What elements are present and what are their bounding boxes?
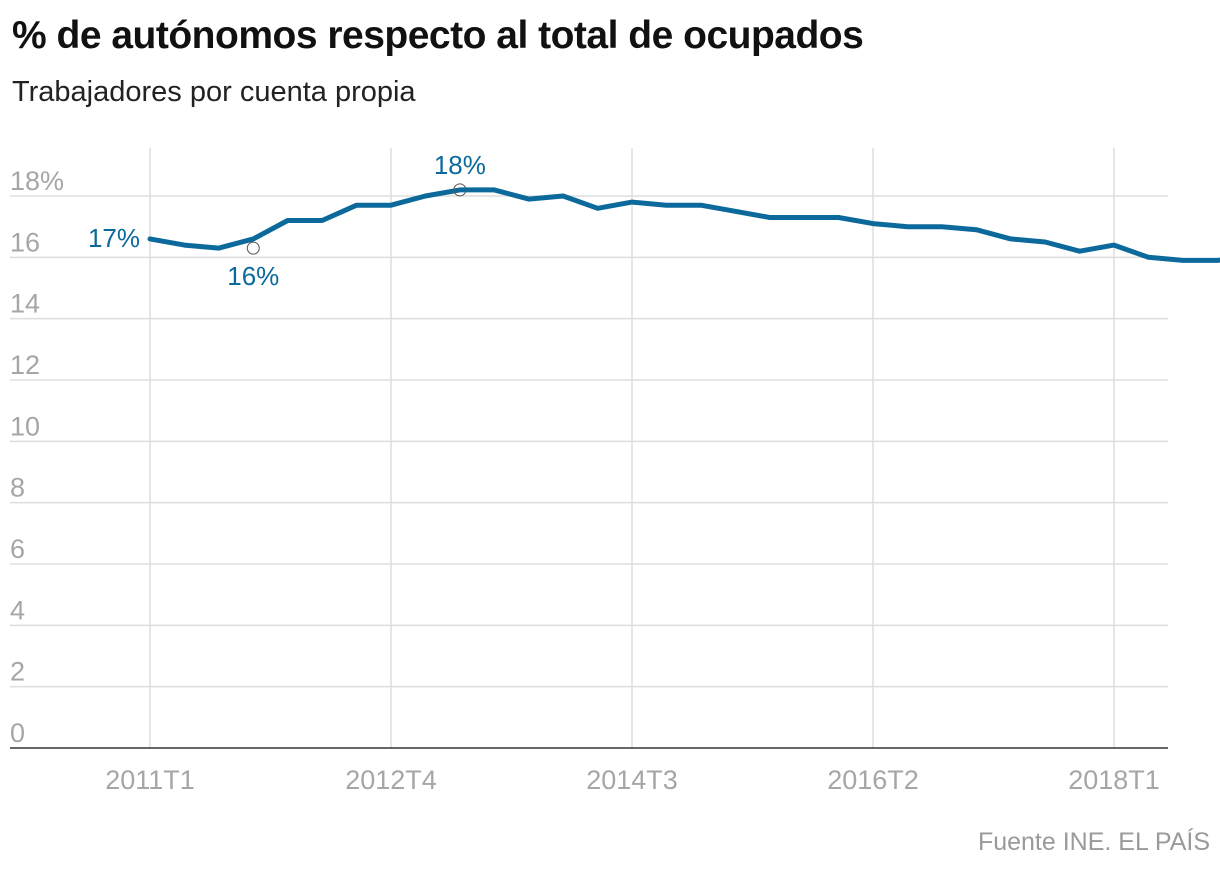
- y-tick-label: 2: [10, 657, 25, 687]
- x-axis-labels: 2011T12012T42014T32016T22018T12019T42021…: [105, 765, 1160, 795]
- y-axis-labels: 0 2 4 6 8 10 12 14 16 18%: [10, 166, 64, 748]
- y-tick-label: 4: [10, 595, 25, 625]
- x-tick-label: 2014T3: [586, 765, 678, 795]
- x-tick-label: 2018T1: [1068, 765, 1160, 795]
- y-tick-label: 14: [10, 289, 40, 319]
- y-tick-label: 10: [10, 411, 40, 441]
- x-tick-label: 2011T1: [105, 765, 195, 795]
- annotation-marker: [246, 241, 260, 255]
- chart-subtitle: Trabajadores por cuenta propia: [12, 76, 416, 108]
- y-tick-label: 6: [10, 534, 25, 564]
- series-line: [147, 187, 1220, 263]
- chart-title: % de autónomos respecto al total de ocup…: [12, 14, 864, 57]
- y-grid-lines: [10, 195, 1168, 688]
- annotation-label: 17%: [88, 223, 140, 253]
- x-grid-lines: [149, 148, 1115, 748]
- y-tick-label: 18%: [10, 166, 64, 196]
- x-tick-label: 2012T4: [345, 765, 437, 795]
- y-tick-label: 8: [10, 473, 25, 503]
- series-group: [147, 187, 1220, 263]
- y-tick-label: 16: [10, 227, 40, 257]
- y-tick-label: 0: [10, 718, 25, 748]
- source-note: Fuente INE. EL PAÍS: [977, 828, 1210, 856]
- annotation-marker: [453, 183, 467, 197]
- annotation-label: 16%: [227, 261, 279, 291]
- annotation-label: 18%: [434, 150, 486, 180]
- y-tick-label: 12: [10, 350, 40, 380]
- x-tick-label: 2016T2: [827, 765, 919, 795]
- annotations: 17%16%18%15%17%15%: [88, 150, 486, 291]
